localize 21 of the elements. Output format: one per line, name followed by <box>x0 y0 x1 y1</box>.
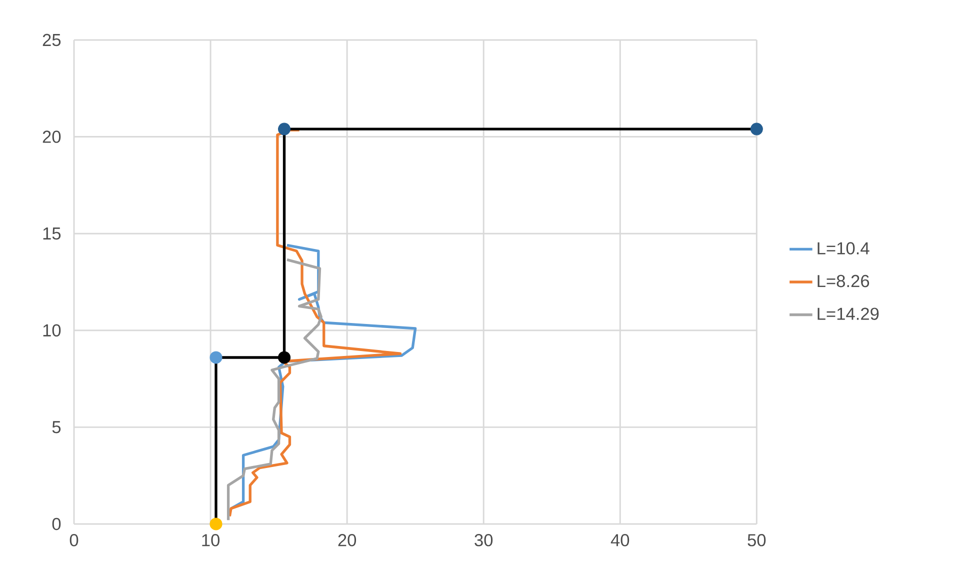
y-tick-label: 25 <box>42 34 61 46</box>
x-tick-label: 50 <box>748 534 766 546</box>
x-tick-label: 0 <box>70 534 78 546</box>
y-tick-label: 15 <box>43 228 61 240</box>
y-tick-label: 5 <box>52 421 61 434</box>
y-tick-label: 20 <box>42 130 61 143</box>
x-tick-label: 40 <box>610 534 630 546</box>
point <box>210 518 222 530</box>
legend-label: L=14.29 <box>818 308 879 320</box>
x-tick-label: 10 <box>202 534 220 546</box>
x-tick-label: 30 <box>474 534 493 546</box>
line-series <box>226 258 322 522</box>
y-tick-label: 10 <box>43 324 61 337</box>
point <box>210 351 222 364</box>
point <box>750 122 763 136</box>
point <box>278 351 291 364</box>
x-tick-label: 20 <box>338 534 356 546</box>
legend-label: L=8.26 <box>818 274 870 288</box>
y-tick-label: 0 <box>52 518 61 530</box>
legend-label: L=10.4 <box>818 242 870 254</box>
point <box>278 122 291 136</box>
